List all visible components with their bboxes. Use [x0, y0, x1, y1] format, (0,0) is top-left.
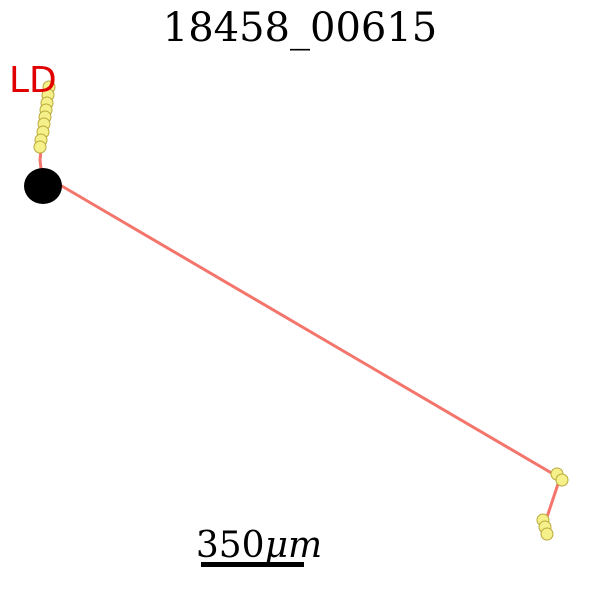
scale-bar-value: 350 — [196, 525, 265, 566]
scale-bar — [201, 562, 304, 567]
sample-marker — [540, 527, 554, 541]
figure-title: 18458_00615 — [163, 5, 438, 51]
scale-bar-label: 350μm — [196, 525, 322, 566]
soma-marker — [24, 168, 62, 204]
sample-markers — [33, 80, 569, 541]
corner-label: LD — [9, 60, 57, 101]
sample-marker — [33, 140, 47, 154]
scale-bar-unit: μm — [265, 525, 323, 566]
sample-marker — [555, 473, 569, 487]
trace-lines — [38, 87, 562, 533]
trace-long-segment — [42, 173, 561, 480]
